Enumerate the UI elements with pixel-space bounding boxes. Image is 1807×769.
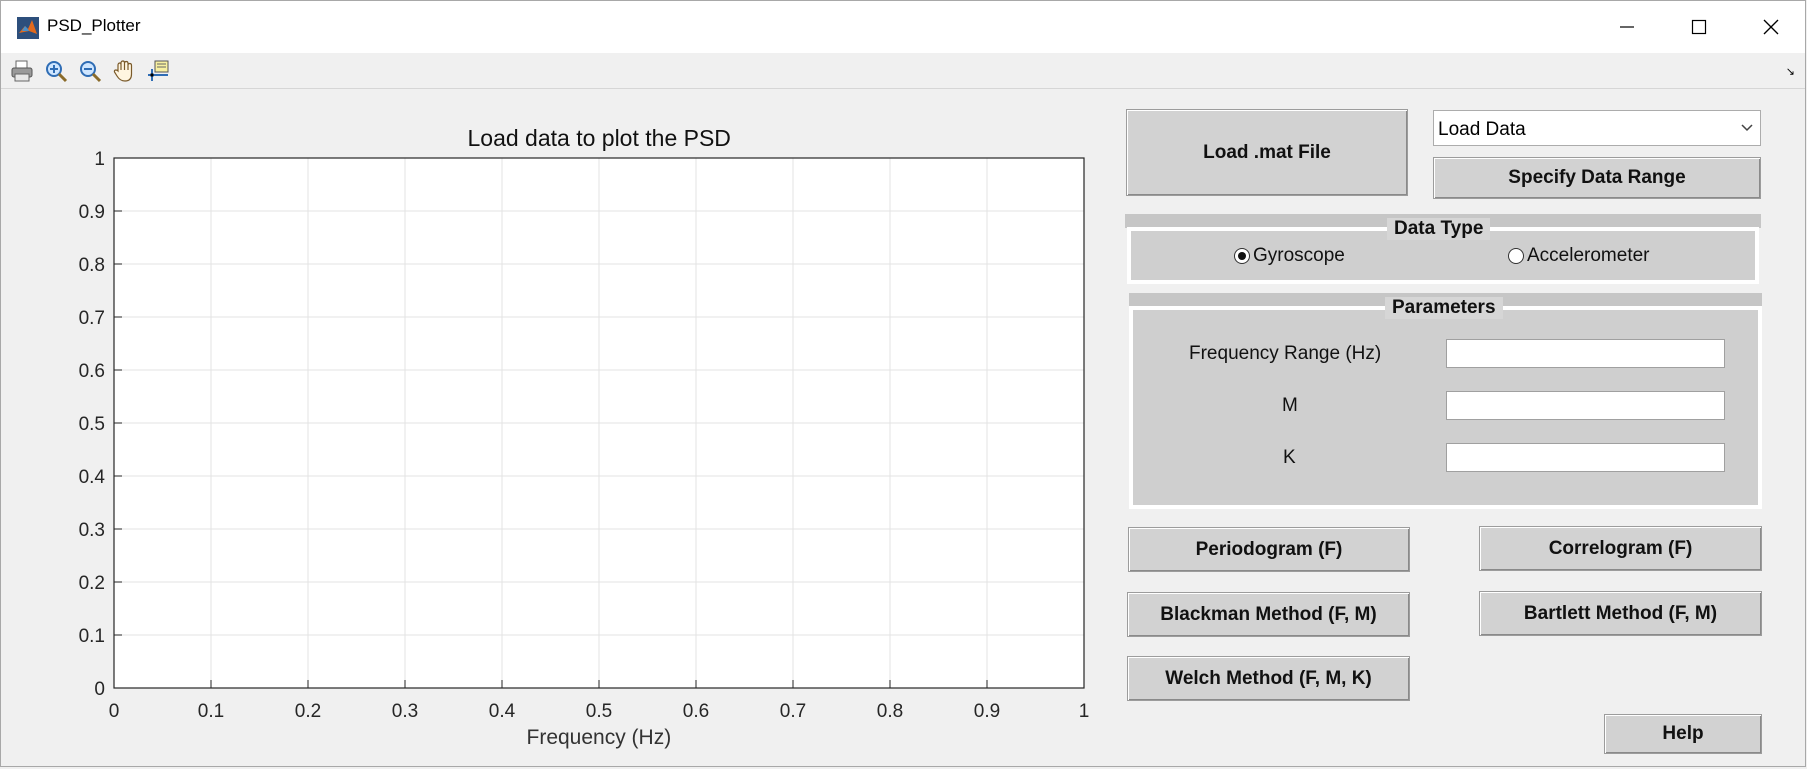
minimize-button[interactable] [1591, 1, 1663, 53]
periodogram-button[interactable]: Periodogram (F) [1128, 527, 1410, 572]
correlogram-button[interactable]: Correlogram (F) [1479, 526, 1762, 571]
x-axis-label: Frequency (Hz) [526, 726, 672, 749]
close-button[interactable] [1735, 1, 1807, 53]
y-tick-label: 0.5 [79, 414, 105, 435]
k-label: K [1283, 447, 1296, 468]
chevron-down-icon [1734, 111, 1760, 145]
y-tick-label: 0.8 [79, 255, 105, 276]
x-tick-label: 0.2 [295, 701, 321, 722]
x-tick-label: 0 [109, 701, 120, 722]
x-tick-label: 0.1 [198, 701, 224, 722]
x-tick-label: 1 [1079, 701, 1090, 722]
y-tick-label: 0.7 [79, 308, 105, 329]
frequency-range-input[interactable] [1446, 339, 1725, 368]
x-tick-label: 0.3 [392, 701, 418, 722]
y-tick-label: 0.2 [79, 573, 105, 594]
dropdown-selected-value: Load Data [1438, 119, 1526, 140]
k-input[interactable] [1446, 443, 1725, 472]
print-icon[interactable] [9, 58, 35, 84]
data-cursor-icon[interactable] [145, 58, 171, 84]
m-label: M [1282, 395, 1298, 416]
y-tick-label: 0 [94, 679, 105, 700]
figure-toolbar: ↘ [1, 53, 1805, 89]
radio-selected-icon [1234, 248, 1250, 264]
y-tick-label: 0.9 [79, 202, 105, 223]
x-tick-label: 0.4 [489, 701, 516, 722]
y-tick-label: 0.4 [79, 467, 106, 488]
y-tick-label: 0.3 [79, 520, 105, 541]
radio-accelerometer[interactable]: Accelerometer [1508, 245, 1650, 267]
x-tick-label: 0.9 [974, 701, 1000, 722]
x-tick-label: 0.7 [780, 701, 806, 722]
radio-gyroscope-label: Gyroscope [1253, 245, 1345, 266]
pan-hand-icon[interactable] [111, 58, 137, 84]
axes-title: Load data to plot the PSD [467, 125, 731, 151]
toolbar-dock-icon[interactable]: ↘ [1785, 66, 1795, 78]
maximize-icon [1691, 19, 1707, 35]
matlab-logo-icon [17, 17, 39, 39]
radio-gyroscope[interactable]: Gyroscope [1234, 245, 1345, 267]
title-bar: PSD_Plotter [1, 1, 1805, 53]
window-title: PSD_Plotter [47, 16, 141, 35]
load-mat-file-button[interactable]: Load .mat File [1126, 109, 1408, 196]
zoom-in-icon[interactable] [43, 58, 69, 84]
parameters-panel-title: Parameters [1385, 297, 1503, 319]
blackman-method-button[interactable]: Blackman Method (F, M) [1127, 592, 1410, 637]
data-type-panel-title: Data Type [1387, 218, 1491, 240]
m-input[interactable] [1446, 391, 1725, 420]
minimize-icon [1620, 26, 1634, 28]
radio-unselected-icon [1508, 248, 1524, 264]
close-icon [1763, 19, 1779, 35]
specify-data-range-button[interactable]: Specify Data Range [1433, 157, 1761, 199]
radio-accelerometer-label: Accelerometer [1527, 245, 1650, 266]
y-tick-label: 0.1 [79, 626, 105, 647]
bartlett-method-button[interactable]: Bartlett Method (F, M) [1479, 591, 1762, 636]
maximize-button[interactable] [1663, 1, 1735, 53]
y-tick-label: 1 [94, 149, 105, 170]
data-source-dropdown[interactable]: Load Data [1433, 110, 1761, 146]
frequency-range-label: Frequency Range (Hz) [1189, 343, 1382, 364]
zoom-out-icon[interactable] [77, 58, 103, 84]
x-tick-label: 0.8 [877, 701, 903, 722]
x-tick-label: 0.5 [586, 701, 612, 722]
welch-method-button[interactable]: Welch Method (F, M, K) [1127, 656, 1410, 701]
help-button[interactable]: Help [1604, 714, 1762, 754]
x-tick-label: 0.6 [683, 701, 709, 722]
psd-plot-axes[interactable]: 0 0.1 0.2 0.3 0.4 0.5 0.6 0.7 0.8 0.9 1 0 0.1 0.2 0.3 0… [1, 1, 1101, 769]
y-tick-label: 0.6 [79, 361, 105, 382]
